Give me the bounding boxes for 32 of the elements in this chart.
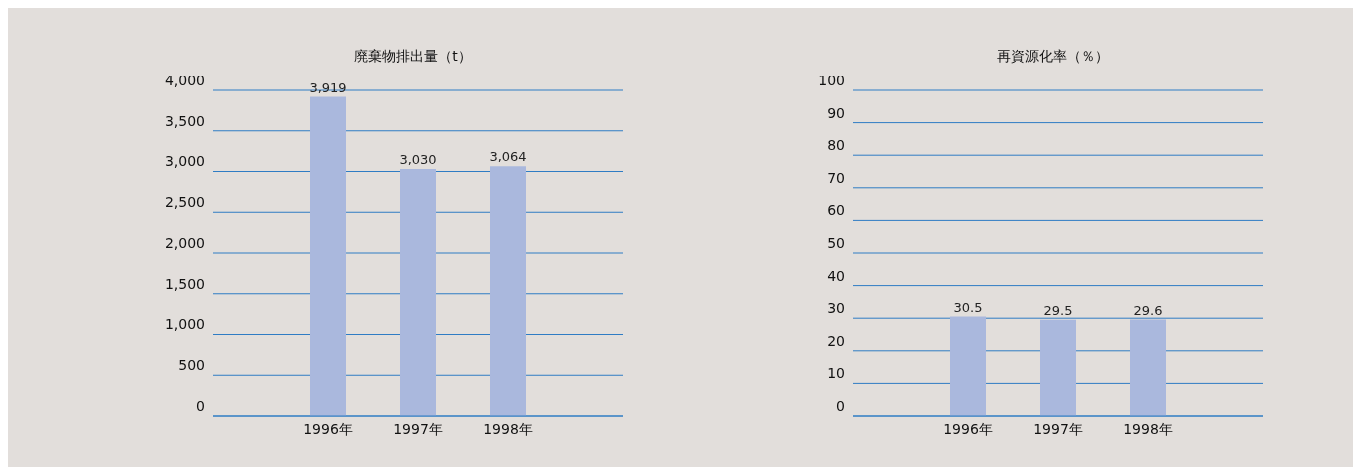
data-label: 3,064: [489, 149, 527, 165]
y-tick-label: 3,500: [164, 112, 205, 129]
y-tick-label: 50: [827, 234, 845, 251]
x-tick-label: 1996年: [303, 420, 353, 437]
y-tick-label: 10: [827, 365, 845, 382]
data-label: 29.6: [1133, 302, 1163, 318]
y-tick-label: 500: [178, 357, 205, 374]
data-label: 3,030: [399, 152, 437, 168]
y-tick-label: 0: [836, 397, 845, 414]
y-tick-label: 3,000: [164, 153, 205, 170]
data-label: 3,919: [309, 79, 347, 95]
y-tick-label: 30: [827, 300, 845, 317]
x-tick-label: 1998年: [1123, 420, 1173, 437]
chart-title: 再資源化率（％）: [997, 48, 1109, 64]
x-tick-label: 1997年: [1033, 420, 1083, 437]
y-tick-label: 1,500: [164, 275, 205, 292]
x-tick-label: 1996年: [943, 420, 993, 437]
y-tick-label: 60: [827, 202, 845, 219]
y-tick-label: 80: [827, 137, 845, 154]
data-label: 29.5: [1043, 302, 1073, 318]
x-tick-label: 1997年: [393, 420, 443, 437]
y-tick-label: 0: [196, 397, 205, 414]
y-tick-label: 90: [827, 104, 845, 121]
y-tick-label: 70: [827, 169, 845, 186]
data-label: 30.5: [953, 299, 983, 315]
y-tick-label: 20: [827, 332, 845, 349]
chart-title: 廃棄物排出量（t）: [354, 48, 472, 64]
y-tick-label: 1,000: [164, 316, 205, 333]
y-tick-label: 40: [827, 267, 845, 284]
x-tick-label: 1998年: [483, 420, 533, 437]
y-tick-label: 2,500: [164, 194, 205, 211]
y-tick-label: 2,000: [164, 234, 205, 251]
